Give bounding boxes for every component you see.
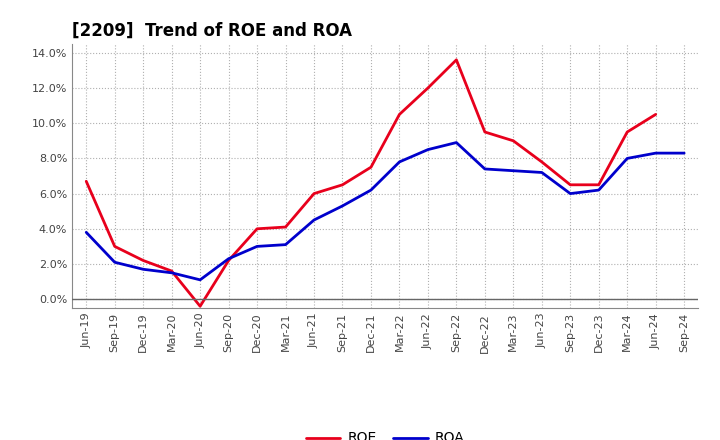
ROA (196, 277, 204, 282)
ROA (537, 170, 546, 175)
ROE (110, 244, 119, 249)
Legend: ROE, ROA: ROE, ROA (300, 426, 470, 440)
Line: ROE: ROE (86, 60, 656, 306)
ROE (395, 112, 404, 117)
ROE (423, 85, 432, 91)
Line: ROA: ROA (86, 143, 684, 280)
ROA (680, 150, 688, 156)
ROA (480, 166, 489, 172)
ROE (366, 165, 375, 170)
ROA (566, 191, 575, 196)
ROA (595, 187, 603, 193)
ROA (110, 260, 119, 265)
ROA (452, 140, 461, 145)
ROE (282, 224, 290, 230)
ROE (167, 268, 176, 274)
ROE (253, 226, 261, 231)
ROE (566, 182, 575, 187)
ROA (423, 147, 432, 152)
ROE (139, 258, 148, 263)
ROA (338, 203, 347, 209)
ROE (509, 138, 518, 143)
ROA (310, 217, 318, 223)
ROE (652, 112, 660, 117)
ROE (452, 57, 461, 62)
ROE (196, 304, 204, 309)
Text: [2209]  Trend of ROE and ROA: [2209] Trend of ROE and ROA (72, 22, 352, 40)
ROE (338, 182, 347, 187)
ROE (82, 179, 91, 184)
ROA (509, 168, 518, 173)
ROA (139, 267, 148, 272)
ROA (652, 150, 660, 156)
ROE (595, 182, 603, 187)
ROE (537, 159, 546, 165)
ROE (225, 258, 233, 263)
ROA (253, 244, 261, 249)
ROA (167, 270, 176, 275)
ROA (225, 256, 233, 261)
ROA (366, 187, 375, 193)
ROA (82, 230, 91, 235)
ROE (623, 129, 631, 135)
ROE (480, 129, 489, 135)
ROA (395, 159, 404, 165)
ROE (310, 191, 318, 196)
ROA (623, 156, 631, 161)
ROA (282, 242, 290, 247)
